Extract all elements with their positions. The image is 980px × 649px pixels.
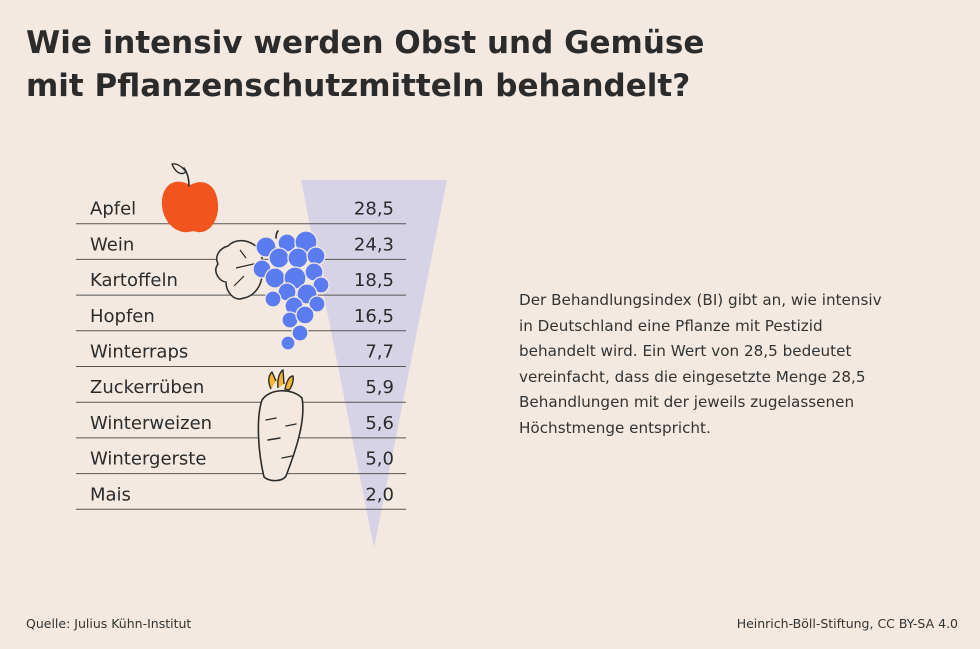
title-line-1: Wie intensiv werden Obst und Gemüse: [26, 25, 705, 61]
row-value: 2,0: [365, 484, 394, 505]
row-label: Apfel: [90, 199, 136, 220]
chart-rows: Apfel 28,5 Wein 24,3 Kartoffeln 18,5 Hopfen 16,…: [76, 199, 406, 510]
grape-berry: [291, 324, 309, 342]
grape-berry: [295, 305, 315, 325]
grape-berry: [264, 290, 282, 308]
row-value: 5,0: [365, 449, 394, 470]
row-label: Zuckerrüben: [90, 377, 204, 398]
row-value: 18,5: [354, 270, 394, 291]
apple-icon: [161, 163, 219, 233]
grape-berry: [306, 246, 326, 266]
row-value: 28,5: [354, 199, 394, 220]
description-text: Der Behandlungsindex (BI) gibt an, wie i…: [519, 291, 882, 437]
credit-note: Heinrich-Böll-Stiftung, CC BY-SA 4.0: [736, 616, 958, 631]
funnel-triangle: [301, 180, 447, 548]
vine-leaf-icon: [215, 239, 263, 300]
grapes-icon: [252, 230, 330, 351]
grape-berry: [280, 335, 296, 351]
row-value: 5,9: [365, 377, 394, 398]
row-label: Winterraps: [90, 342, 188, 363]
row-value: 24,3: [354, 234, 394, 255]
row-label: Mais: [90, 484, 131, 505]
source-note: Quelle: Julius Kühn-Institut: [26, 616, 192, 631]
title-line-2: mit Pflanzenschutzmitteln behandelt?: [26, 68, 691, 104]
row-label: Hopfen: [90, 306, 155, 327]
row-value: 16,5: [354, 306, 394, 327]
row-value: 7,7: [365, 342, 394, 363]
page-title: Wie intensiv werden Obst und Gemüse mit …: [26, 22, 926, 108]
row-value: 5,6: [365, 413, 394, 434]
row-label: Winterweizen: [90, 413, 212, 434]
grape-berry: [287, 247, 309, 269]
row-label: Wein: [90, 234, 134, 255]
row-label: Kartoffeln: [90, 270, 178, 291]
carrot-icon: [257, 369, 304, 482]
grape-berry: [308, 295, 326, 313]
row-label: Wintergerste: [90, 449, 206, 470]
grape-berry: [268, 247, 290, 269]
grape-berry: [312, 276, 330, 294]
